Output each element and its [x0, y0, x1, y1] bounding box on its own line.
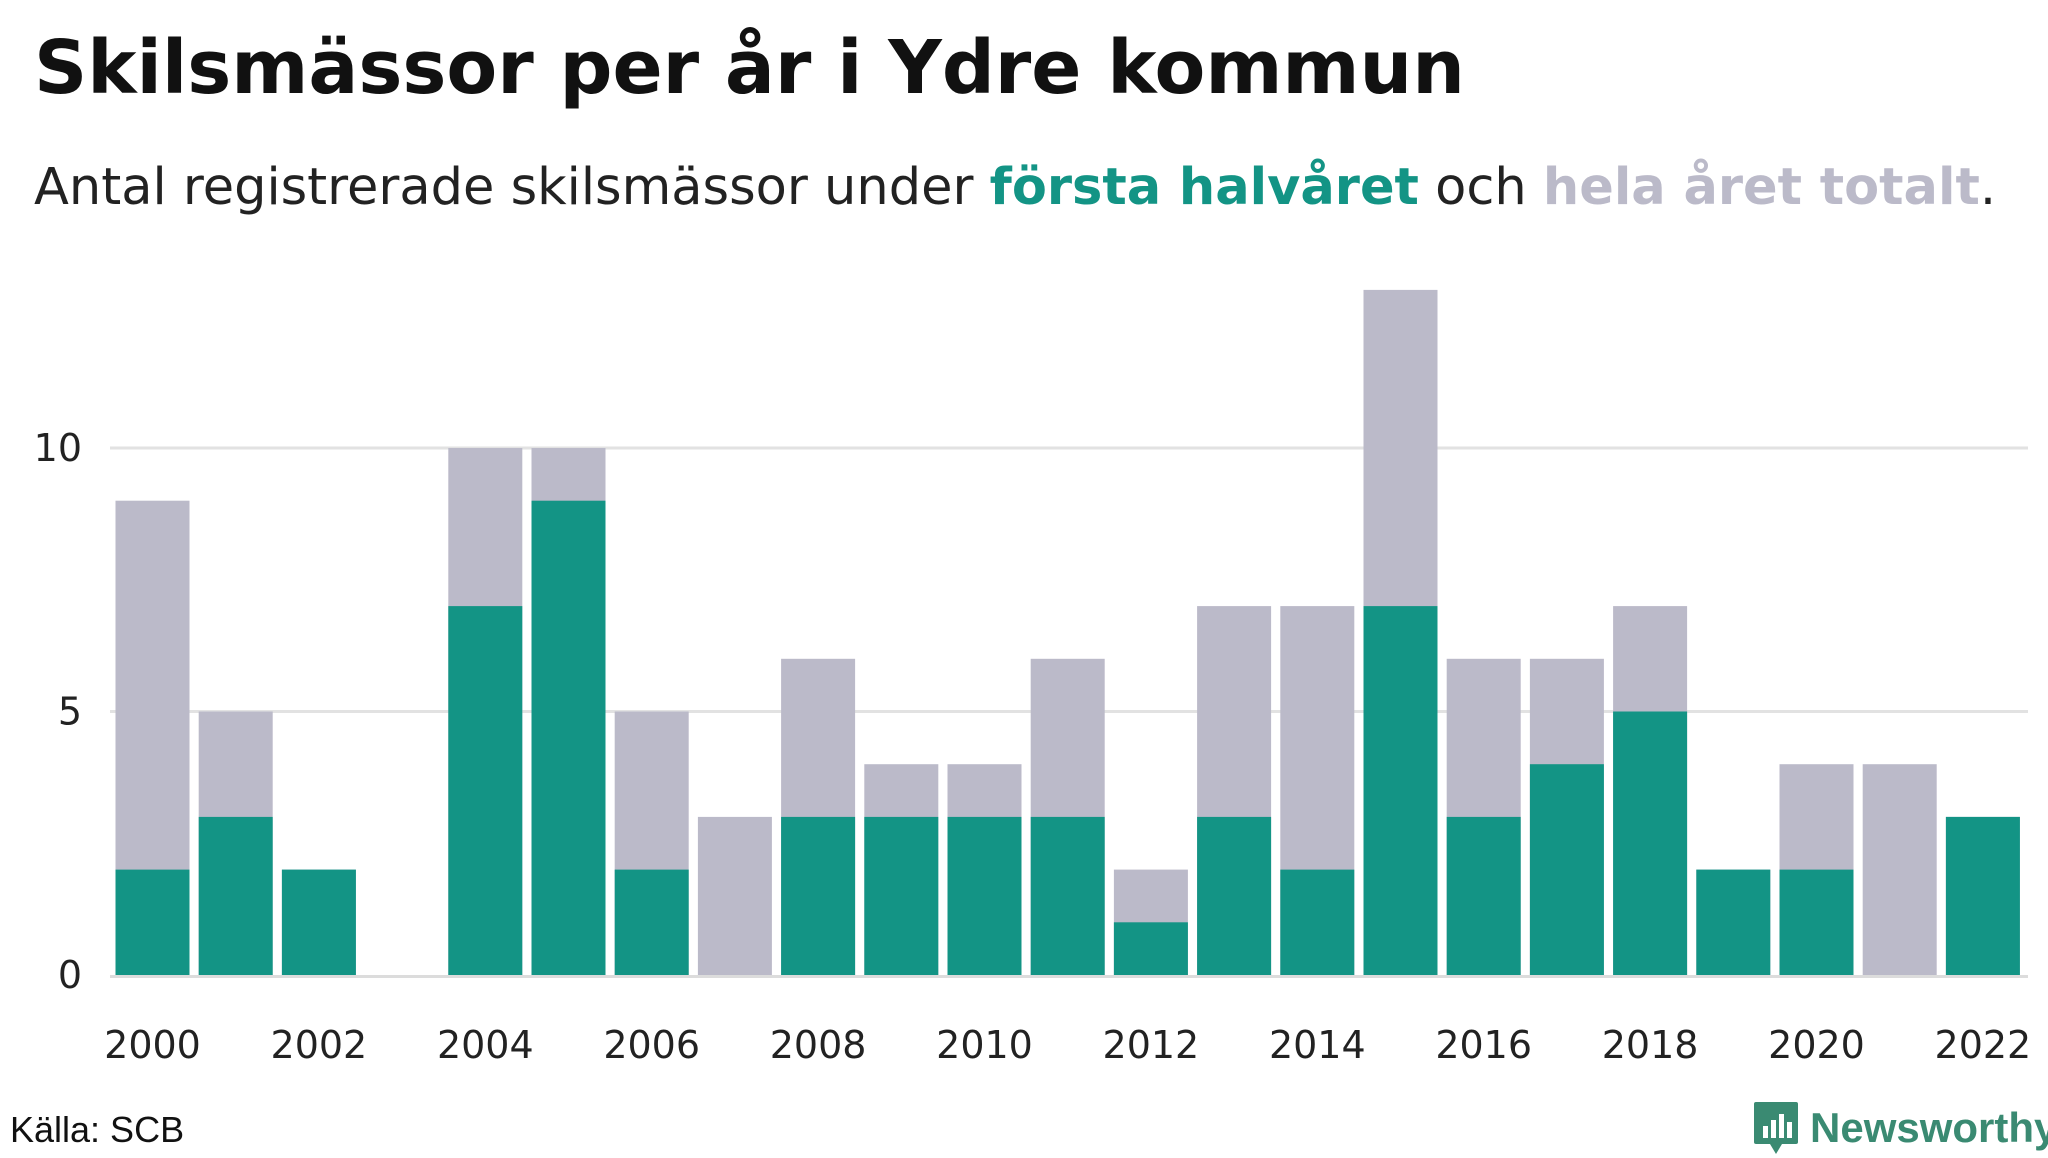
x-tick-label-2018: 2018: [1602, 1023, 1699, 1067]
subtitle-prefix: Antal registrerade skilsmässor under: [34, 158, 990, 217]
first-half-bars: [115, 500, 2020, 975]
x-tick-label-2020: 2020: [1768, 1023, 1865, 1067]
bar-first-half-2019: [1696, 869, 1771, 975]
bar-first-half-2016: [1446, 816, 1521, 975]
chart-subtitle: Antal registrerade skilsmässor under för…: [34, 152, 1996, 224]
subtitle-middle: och: [1418, 158, 1543, 217]
bar-first-half-2012: [1113, 922, 1188, 975]
x-tick-label-2006: 2006: [603, 1023, 700, 1067]
subtitle-suffix: .: [1979, 158, 1997, 217]
brand-name: Newsworthy: [1810, 1104, 2048, 1151]
brand-logo: Newsworthy: [1752, 1098, 2048, 1158]
chart-title: Skilsmässor per år i Ydre kommun: [34, 25, 1465, 111]
x-tick-label-2002: 2002: [271, 1023, 368, 1067]
bar-first-half-2018: [1613, 711, 1688, 975]
bar-first-half-2013: [1197, 816, 1272, 975]
source-note: Källa: SCB: [10, 1109, 185, 1150]
bar-first-half-2022: [1945, 816, 2020, 975]
bar-first-half-2001: [198, 816, 273, 975]
bar-chart: 0 5 10 2000 2002 2004 2006 2008 2010 2012 2014 201…: [34, 289, 2031, 1067]
x-tick-label-2016: 2016: [1435, 1023, 1532, 1067]
bar-first-half-2010: [947, 816, 1022, 975]
bar-first-half-2005: [531, 500, 606, 975]
x-tick-label-2012: 2012: [1103, 1023, 1200, 1067]
subtitle-first-half-highlight: första halvåret: [989, 158, 1419, 217]
bar-first-half-2009: [864, 816, 939, 975]
bar-first-half-2015: [1363, 606, 1438, 975]
newsworthy-logo-icon: [1754, 1102, 1798, 1154]
bar-first-half-2004: [448, 606, 523, 975]
x-axis-labels: 2000 2002 2004 2006 2008 2010 2012 2014 2016 2018…: [104, 1023, 2031, 1067]
subtitle-total-highlight: hela året totalt: [1542, 158, 1980, 217]
y-tick-label-10: 10: [34, 426, 82, 470]
x-tick-label-2022: 2022: [1935, 1023, 2032, 1067]
bar-first-half-2011: [1030, 816, 1105, 975]
x-tick-label-2000: 2000: [104, 1023, 201, 1067]
y-axis-labels: 0 5 10: [34, 426, 82, 997]
bar-first-half-2000: [115, 869, 190, 975]
bar-total-2021: [1862, 764, 1937, 975]
y-tick-label-0: 0: [58, 953, 82, 997]
bar-first-half-2014: [1280, 869, 1355, 975]
x-tick-label-2014: 2014: [1269, 1023, 1366, 1067]
bar-first-half-2002: [281, 869, 356, 975]
y-tick-label-5: 5: [58, 690, 82, 734]
x-tick-label-2010: 2010: [936, 1023, 1033, 1067]
bar-first-half-2017: [1529, 764, 1604, 975]
bar-first-half-2008: [781, 816, 856, 975]
x-tick-label-2008: 2008: [770, 1023, 867, 1067]
bar-first-half-2020: [1779, 869, 1854, 975]
x-tick-label-2004: 2004: [437, 1023, 534, 1067]
bar-first-half-2006: [614, 869, 689, 975]
bar-total-2007: [697, 816, 772, 975]
